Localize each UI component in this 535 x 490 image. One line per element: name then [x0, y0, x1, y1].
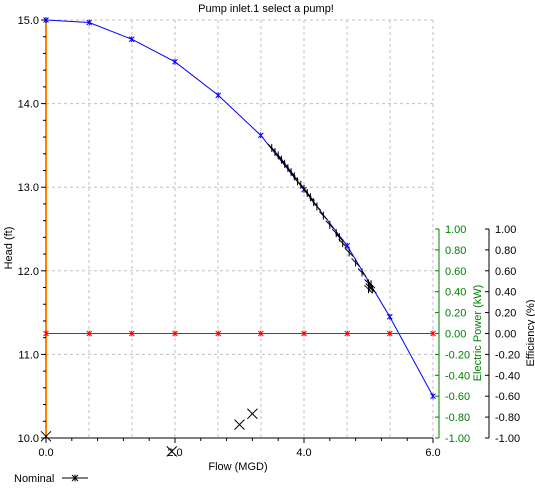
right-axis-tick-label: -0.20	[445, 349, 470, 361]
plot-frame	[45, 20, 434, 439]
data-point	[166, 446, 178, 457]
data-point	[289, 171, 299, 181]
series-3	[40, 408, 258, 457]
data-point	[368, 284, 377, 294]
right-axis-tick-label: 0.80	[445, 245, 466, 257]
data-point	[357, 268, 367, 277]
right-axis-tick-label: -0.40	[495, 370, 520, 382]
x-tick-label: 6.0	[425, 447, 440, 459]
right-axis-tick-label: -0.60	[445, 391, 470, 403]
data-point	[128, 330, 135, 337]
data-point	[301, 330, 307, 337]
grid-lines	[46, 19, 433, 439]
data-point	[172, 58, 178, 65]
data-point	[344, 242, 351, 249]
data-point	[344, 248, 354, 257]
data-point	[430, 393, 436, 400]
series-1	[43, 330, 436, 337]
data-point	[86, 330, 93, 337]
right-axis-tick-label: -0.80	[445, 412, 470, 424]
legend-marker-nominal	[71, 474, 79, 482]
data-point	[318, 211, 328, 220]
data-point	[172, 330, 178, 337]
data-point	[296, 180, 306, 190]
data-point	[277, 155, 286, 164]
data-point	[386, 313, 393, 320]
right-axis-tick-label: -1.00	[445, 433, 470, 445]
data-point	[283, 163, 293, 173]
x-tick-label: 2.0	[167, 447, 182, 459]
right-axis-tick-label: -0.40	[445, 370, 470, 382]
data-point	[338, 238, 348, 248]
right-axis-tick-label: 0.60	[495, 266, 516, 278]
legend-label-nominal: Nominal	[14, 473, 54, 485]
electric-power-axis-label: Electric Power (kW)	[472, 285, 484, 382]
data-point	[366, 279, 376, 289]
right-axis-tick-label: 0.80	[495, 245, 516, 257]
data-point	[306, 192, 315, 202]
data-point	[215, 330, 222, 337]
data-point	[86, 19, 93, 26]
series-0	[43, 17, 436, 400]
data-point	[43, 330, 49, 337]
series-layer	[40, 17, 436, 457]
data-point	[312, 202, 322, 211]
x-axis-label: Flow (MGD)	[208, 461, 267, 473]
y-tick-label: 14.0	[18, 99, 39, 111]
data-point	[351, 258, 360, 267]
efficiency-axis-label: Efficiency (%)	[525, 299, 535, 366]
chart-title: Pump inlet.1 select a pump!	[198, 3, 334, 15]
right-axis-tick-label: 0.20	[445, 308, 466, 320]
y-tick-label: 12.0	[18, 266, 39, 278]
right-axis-tick-label: 1.00	[445, 224, 466, 236]
data-point	[257, 132, 264, 139]
y-axis-label: Head (ft)	[3, 227, 15, 270]
data-point	[286, 167, 296, 177]
right-axis-tick-label: -0.60	[495, 391, 520, 403]
data-point	[234, 419, 245, 430]
axes-layer: 10.0 11.0 12.0 13.0 14.0 15.0 0.0 2.0 4.0 6.0 1.00…	[18, 15, 521, 459]
data-point	[331, 228, 341, 238]
right-axis-tick-label: -0.80	[495, 412, 520, 424]
data-point	[386, 330, 393, 337]
y-tick-label: 10.0	[18, 433, 39, 445]
data-point	[280, 159, 290, 169]
y-tick-label: 15.0	[18, 15, 39, 27]
data-point	[302, 188, 312, 198]
right-axis-tick-label: 0.40	[445, 287, 466, 299]
data-point	[325, 220, 335, 230]
data-point	[40, 430, 52, 442]
data-point	[430, 330, 436, 337]
right-axis-tick-label: 1.00	[495, 224, 516, 236]
right-axis-tick-label: 0.60	[445, 266, 466, 278]
right-axis-tick-label: 0.40	[495, 287, 516, 299]
legend: Nominal	[14, 473, 88, 485]
data-point	[215, 92, 222, 99]
right-axis-tick-label: 0.20	[495, 308, 516, 320]
data-point	[257, 330, 264, 337]
y-tick-label: 13.0	[18, 182, 39, 194]
right-axis-tick-label: -0.20	[495, 349, 520, 361]
series-line	[45, 19, 434, 397]
series-2	[267, 143, 377, 294]
data-point	[344, 330, 351, 337]
data-point	[273, 151, 283, 160]
right-axis-tick-label: 0.00	[445, 329, 466, 341]
data-point	[309, 197, 319, 207]
x-tick-label: 4.0	[296, 447, 311, 459]
right-axis-tick-label: -1.00	[495, 433, 520, 445]
data-point	[299, 184, 309, 194]
x-tick-label: 0.0	[38, 447, 53, 459]
y-tick-label: 11.0	[18, 349, 39, 361]
right-axis-tick-label: 0.00	[495, 329, 516, 341]
data-point	[128, 36, 135, 43]
data-point	[247, 408, 258, 420]
data-point	[267, 143, 277, 153]
